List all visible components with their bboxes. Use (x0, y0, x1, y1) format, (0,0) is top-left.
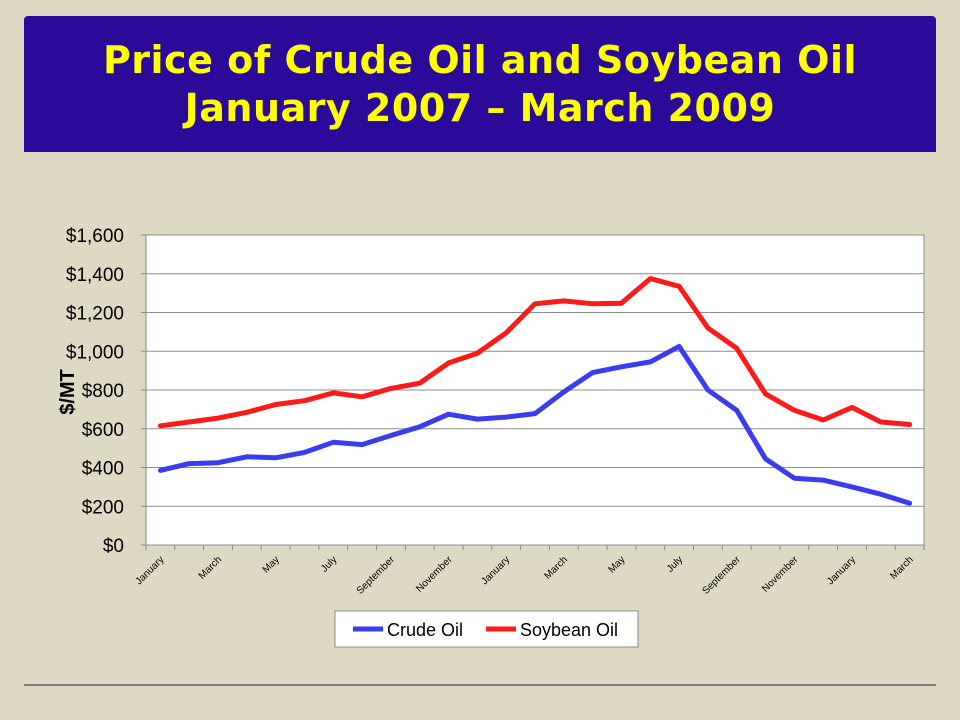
bottom-divider (24, 684, 936, 686)
y-tick-label: $0 (103, 536, 124, 557)
y-axis-label: $/MT (57, 369, 79, 415)
x-tick-label: September (700, 554, 743, 597)
x-tick-label: January (825, 554, 858, 587)
x-tick-label: March (888, 554, 915, 581)
crude-oil-line (157, 343, 913, 506)
y-axis-ticks: $0 $200 $400 $600 $800 $1,000 $1,200 $1,400 $1,6… (66, 226, 146, 557)
x-tick-label: July (319, 554, 339, 574)
soybean-oil-line (157, 276, 913, 429)
y-tick-label: $1,400 (66, 265, 124, 286)
x-tick-label: November (760, 554, 801, 595)
x-tick-label: January (134, 554, 167, 587)
x-tick-label: November (414, 554, 455, 595)
legend-label-crude-oil: Crude Oil (387, 620, 463, 640)
y-tick-label: $1,200 (66, 304, 124, 325)
x-tick-label: January (479, 554, 512, 587)
legend: Crude Oil Soybean Oil (334, 610, 639, 648)
y-tick-label: $800 (82, 381, 124, 402)
x-tick-label: May (606, 554, 627, 575)
title-banner: Price of Crude Oil and Soybean Oil Janua… (24, 16, 936, 152)
x-tick-label: September (355, 554, 398, 597)
y-tick-label: $1,600 (66, 226, 124, 247)
y-tick-label: $200 (82, 497, 124, 518)
x-tick-label: May (261, 554, 282, 575)
gridlines (146, 273, 924, 507)
x-tick-label: July (665, 554, 685, 574)
title-line-1: Price of Crude Oil and Soybean Oil (102, 38, 858, 82)
legend-label-soybean-oil: Soybean Oil (520, 620, 618, 640)
y-tick-label: $600 (82, 420, 124, 441)
series-lines (157, 276, 913, 506)
title-line-2: January 2007 – March 2009 (184, 86, 776, 130)
x-tick-label: March (543, 554, 570, 581)
x-tick-label: March (197, 554, 224, 581)
y-tick-label: $400 (82, 459, 124, 480)
y-tick-label: $1,000 (66, 342, 124, 363)
x-axis-ticks: January March May July September November Janu… (134, 545, 925, 597)
